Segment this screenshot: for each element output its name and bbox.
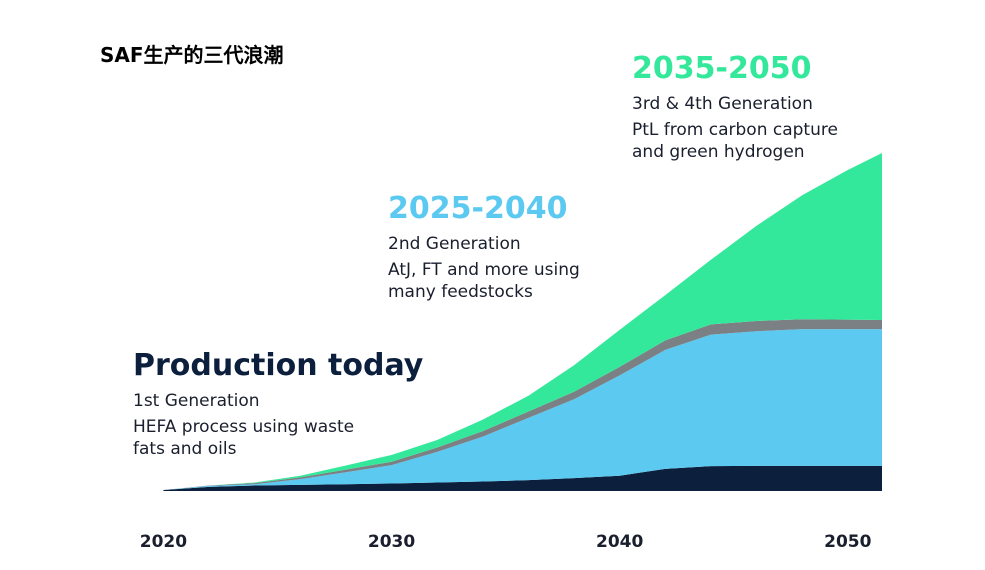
annotation-line: PtL from carbon capture xyxy=(632,120,838,140)
annotation-heading: 2025-2040 xyxy=(388,191,567,226)
x-tick-label: 2050 xyxy=(824,532,871,552)
annotation-line: 1st Generation xyxy=(133,391,260,411)
x-tick-label: 2040 xyxy=(596,532,643,552)
annotation-line: 3rd & 4th Generation xyxy=(632,94,813,114)
area xyxy=(163,465,882,491)
annotation-heading: 2035-2050 xyxy=(632,51,811,86)
chart-title: SAF生产的三代浪潮 xyxy=(100,43,284,67)
annotation-line: 2nd Generation xyxy=(388,234,521,254)
annotation-line: and green hydrogen xyxy=(632,142,805,162)
area xyxy=(163,153,882,490)
annotation-line: many feedstocks xyxy=(388,282,533,302)
annotation-heading: Production today xyxy=(133,348,424,383)
x-tick-label: 2030 xyxy=(368,532,415,552)
annotation-line: HEFA process using waste xyxy=(133,417,354,437)
x-tick-label: 2020 xyxy=(140,532,187,552)
annotation-line: AtJ, FT and more using xyxy=(388,260,580,280)
annotation-line: fats and oils xyxy=(133,439,237,459)
area xyxy=(163,329,882,490)
